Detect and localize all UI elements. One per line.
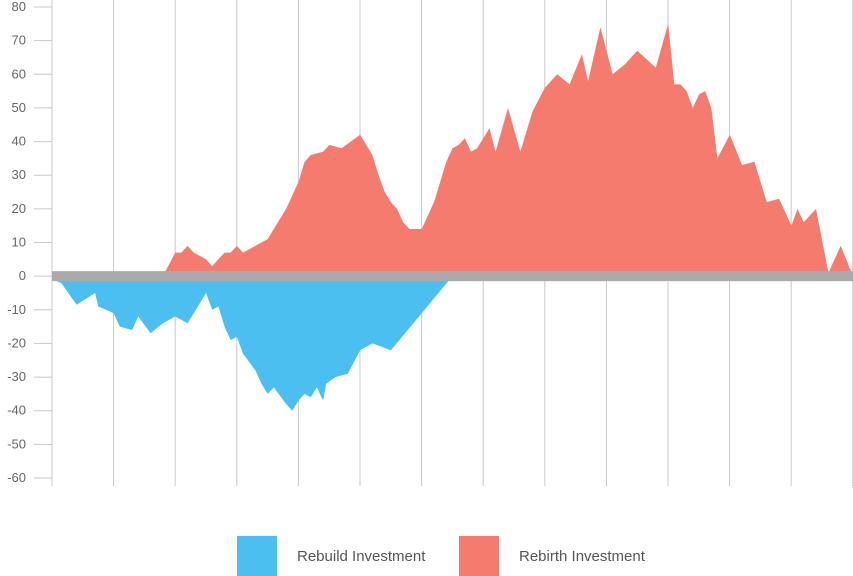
- legend-item-rebuild: Rebuild Investment: [237, 536, 425, 576]
- y-tick-label: 10: [12, 235, 26, 250]
- y-axis: 80 70 60 50 40 30 20 10 0 -10 -20 -30 -40 -50 -60: [7, 0, 52, 485]
- y-tick-label: -40: [7, 403, 26, 418]
- y-tick-label: 40: [12, 134, 26, 149]
- y-tick-label: 0: [19, 268, 26, 283]
- y-tick-label: -20: [7, 335, 26, 350]
- y-tick-label: -50: [7, 436, 26, 451]
- y-tick-label: -10: [7, 302, 26, 317]
- y-tick-label: 70: [12, 33, 26, 48]
- zero-baseline: [52, 271, 853, 282]
- y-tick-label: 50: [12, 100, 26, 115]
- legend-label-rebuild: Rebuild Investment: [297, 547, 426, 565]
- legend-swatch-rebirth: [459, 536, 499, 576]
- area-chart: 80 70 60 50 40 30 20 10 0 -10 -20 -30 -40 -50 -60: [7, 0, 853, 486]
- y-tick-label: 60: [12, 66, 26, 81]
- y-tick-label: -30: [7, 369, 26, 384]
- legend-item-rebirth: Rebirth Investment: [459, 536, 645, 576]
- y-tick-label: 80: [12, 0, 26, 14]
- y-tick-label: 20: [12, 201, 26, 216]
- legend-swatch-rebuild: [237, 536, 277, 576]
- series-area-rebirth: [162, 23, 853, 277]
- y-tick-label: -60: [7, 470, 26, 485]
- legend-label-rebirth: Rebirth Investment: [519, 547, 645, 565]
- legend: Rebuild Investment Rebirth Investment: [0, 536, 853, 576]
- series-area-rebuild: [52, 276, 453, 411]
- y-tick-label: 30: [12, 167, 26, 182]
- series-layer: [52, 23, 853, 411]
